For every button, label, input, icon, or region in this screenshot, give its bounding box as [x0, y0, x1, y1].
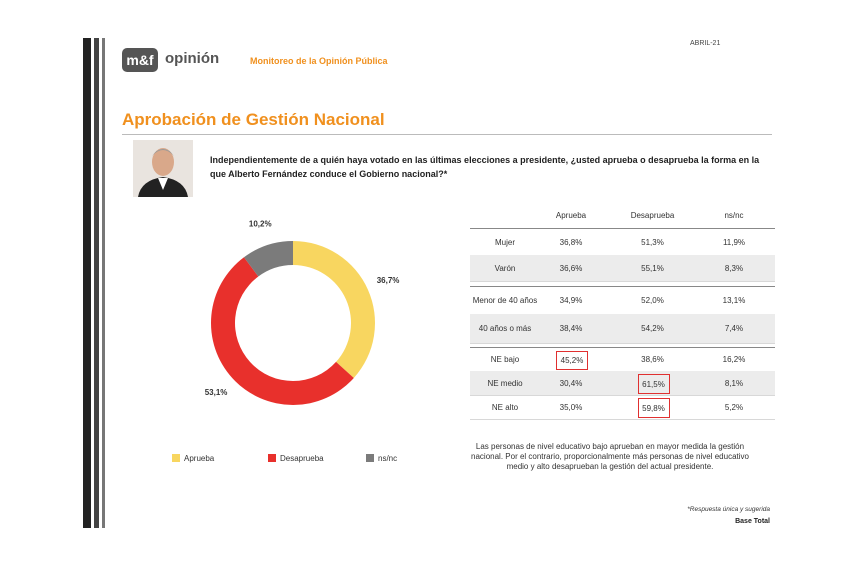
cell-value: 38,6% — [641, 355, 664, 364]
legend-label: Aprueba — [184, 454, 215, 463]
row-rule — [470, 395, 775, 396]
cell-value: 36,8% — [559, 237, 583, 247]
group-rule — [470, 347, 775, 348]
cell-value: 51,3% — [641, 237, 664, 247]
cell-value: 38,4% — [559, 324, 583, 333]
row-band — [470, 255, 775, 281]
column-header: Aprueba — [555, 210, 587, 220]
row-rule — [470, 419, 775, 420]
cell-value: 59,8% — [637, 398, 670, 418]
logo: m&f — [122, 48, 158, 72]
group-rule — [470, 228, 775, 229]
cell-value: 7,4% — [724, 324, 744, 333]
donut-chart: 36,7% 53,1% 10,2% Aprueba Desaprueba ns/nc — [172, 220, 400, 463]
bar — [102, 38, 105, 528]
cell-value: 54,2% — [641, 324, 664, 333]
cell-value: 45,2% — [556, 351, 588, 370]
brand-word: opinión — [165, 50, 220, 67]
donut-slice — [293, 241, 375, 378]
cell-value: 8,1% — [724, 378, 744, 388]
cell-value: 13,1% — [722, 296, 746, 305]
footnote: *Respuesta única y sugerida — [687, 506, 770, 513]
cell-value: 30,4% — [559, 378, 583, 388]
row-label: Mujer — [494, 237, 515, 247]
row-label: NE bajo — [490, 355, 520, 364]
row-label: Varón — [494, 263, 516, 273]
legend-label: ns/nc — [378, 454, 397, 463]
donut-slice — [210, 257, 354, 406]
data-label: 36,7% — [377, 276, 400, 285]
note: Las personas de nivel educativo bajo apr… — [471, 442, 749, 471]
data-label: 10,2% — [249, 220, 272, 228]
legend-swatch — [268, 454, 276, 462]
donut-slice — [243, 241, 293, 277]
subtitle: Monitoreo de la Opinión Pública — [250, 56, 388, 66]
row-label: NE alto — [491, 402, 519, 412]
group-rule — [470, 286, 775, 287]
column-header: Desaprueba — [630, 210, 675, 220]
cell-value: 34,9% — [559, 296, 583, 305]
legend-swatch — [366, 454, 374, 462]
row-label: Menor de 40 años — [472, 296, 538, 305]
row-rule — [470, 343, 775, 344]
cell-value: 16,2% — [722, 355, 746, 364]
legend-swatch — [172, 454, 180, 462]
bar — [83, 38, 91, 528]
cell-value: 52,0% — [641, 296, 664, 305]
row-rule — [470, 281, 775, 282]
legend-label: Desaprueba — [280, 454, 324, 463]
row-label: NE medio — [487, 378, 523, 388]
cell-value: 35,0% — [559, 402, 583, 412]
cell-value: 36,6% — [559, 263, 583, 273]
cell-value: 55,1% — [641, 263, 664, 273]
row-band — [470, 314, 775, 343]
cell-value: 5,2% — [724, 402, 744, 412]
column-header: ns/nc — [724, 210, 744, 220]
date: ABRIL-21 — [690, 40, 721, 47]
question: Independientemente de a quién haya votad… — [210, 155, 760, 179]
cell-value: 61,5% — [637, 374, 670, 394]
cell-value: 8,3% — [724, 263, 744, 273]
cell-value: 11,9% — [722, 237, 746, 247]
title: Aprobación de Gestión Nacional — [122, 110, 385, 129]
bar — [94, 38, 99, 528]
row-label: 40 años o más — [478, 324, 532, 333]
row-band — [470, 371, 775, 395]
data-label: 53,1% — [205, 388, 228, 397]
base: Base Total — [735, 518, 770, 525]
rule — [122, 134, 772, 135]
photo — [133, 140, 193, 197]
